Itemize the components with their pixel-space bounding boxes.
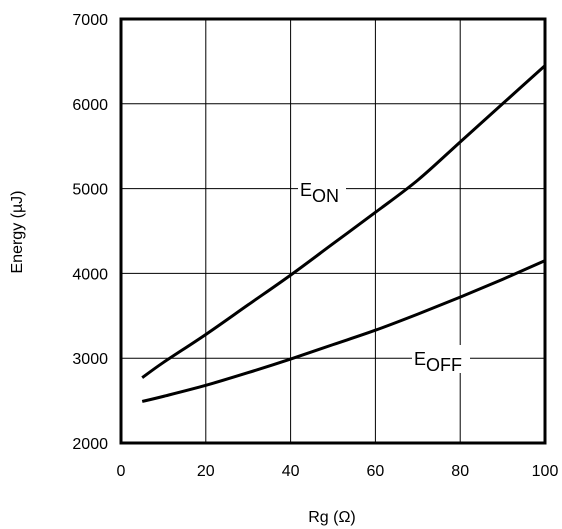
plot-frame (119, 17, 547, 445)
grid-lines (120, 18, 546, 444)
x-tick-label: 40 (282, 463, 300, 480)
x-tick-label: 20 (197, 463, 215, 480)
x-tick-label: 100 (532, 463, 559, 480)
eon-label-main: E (300, 180, 312, 200)
y-tick-label: 6000 (72, 97, 108, 114)
x-tick-label: 80 (451, 463, 469, 480)
y-tick-label: 2000 (72, 436, 108, 453)
eoff-label-main: E (414, 349, 426, 369)
eoff-curve (141, 259, 546, 403)
y-tick-label: 4000 (72, 266, 108, 283)
curve-labels: EON EOFF (298, 176, 470, 375)
x-tick-label: 60 (367, 463, 385, 480)
y-tick-label: 5000 (72, 182, 108, 199)
eon-label-sub: ON (312, 186, 339, 206)
y-tick-label: 3000 (72, 351, 108, 368)
y-axis-label: Energy (µJ) (9, 190, 26, 273)
series-curves (141, 64, 547, 403)
y-tick-labels: 2000 3000 4000 5000 6000 7000 (72, 12, 108, 453)
eon-curve (141, 64, 547, 379)
eoff-label-sub: OFF (426, 355, 462, 375)
x-tick-labels: 0 20 40 60 80 100 (117, 463, 559, 480)
y-tick-label: 7000 (72, 12, 108, 29)
eon-label-bg (298, 176, 346, 204)
eoff-label-bg (412, 345, 470, 373)
x-tick-label: 0 (117, 463, 126, 480)
x-axis-label: Rg (Ω) (308, 509, 356, 526)
eoff-label: EOFF (414, 349, 462, 375)
eon-label: EON (300, 180, 339, 206)
